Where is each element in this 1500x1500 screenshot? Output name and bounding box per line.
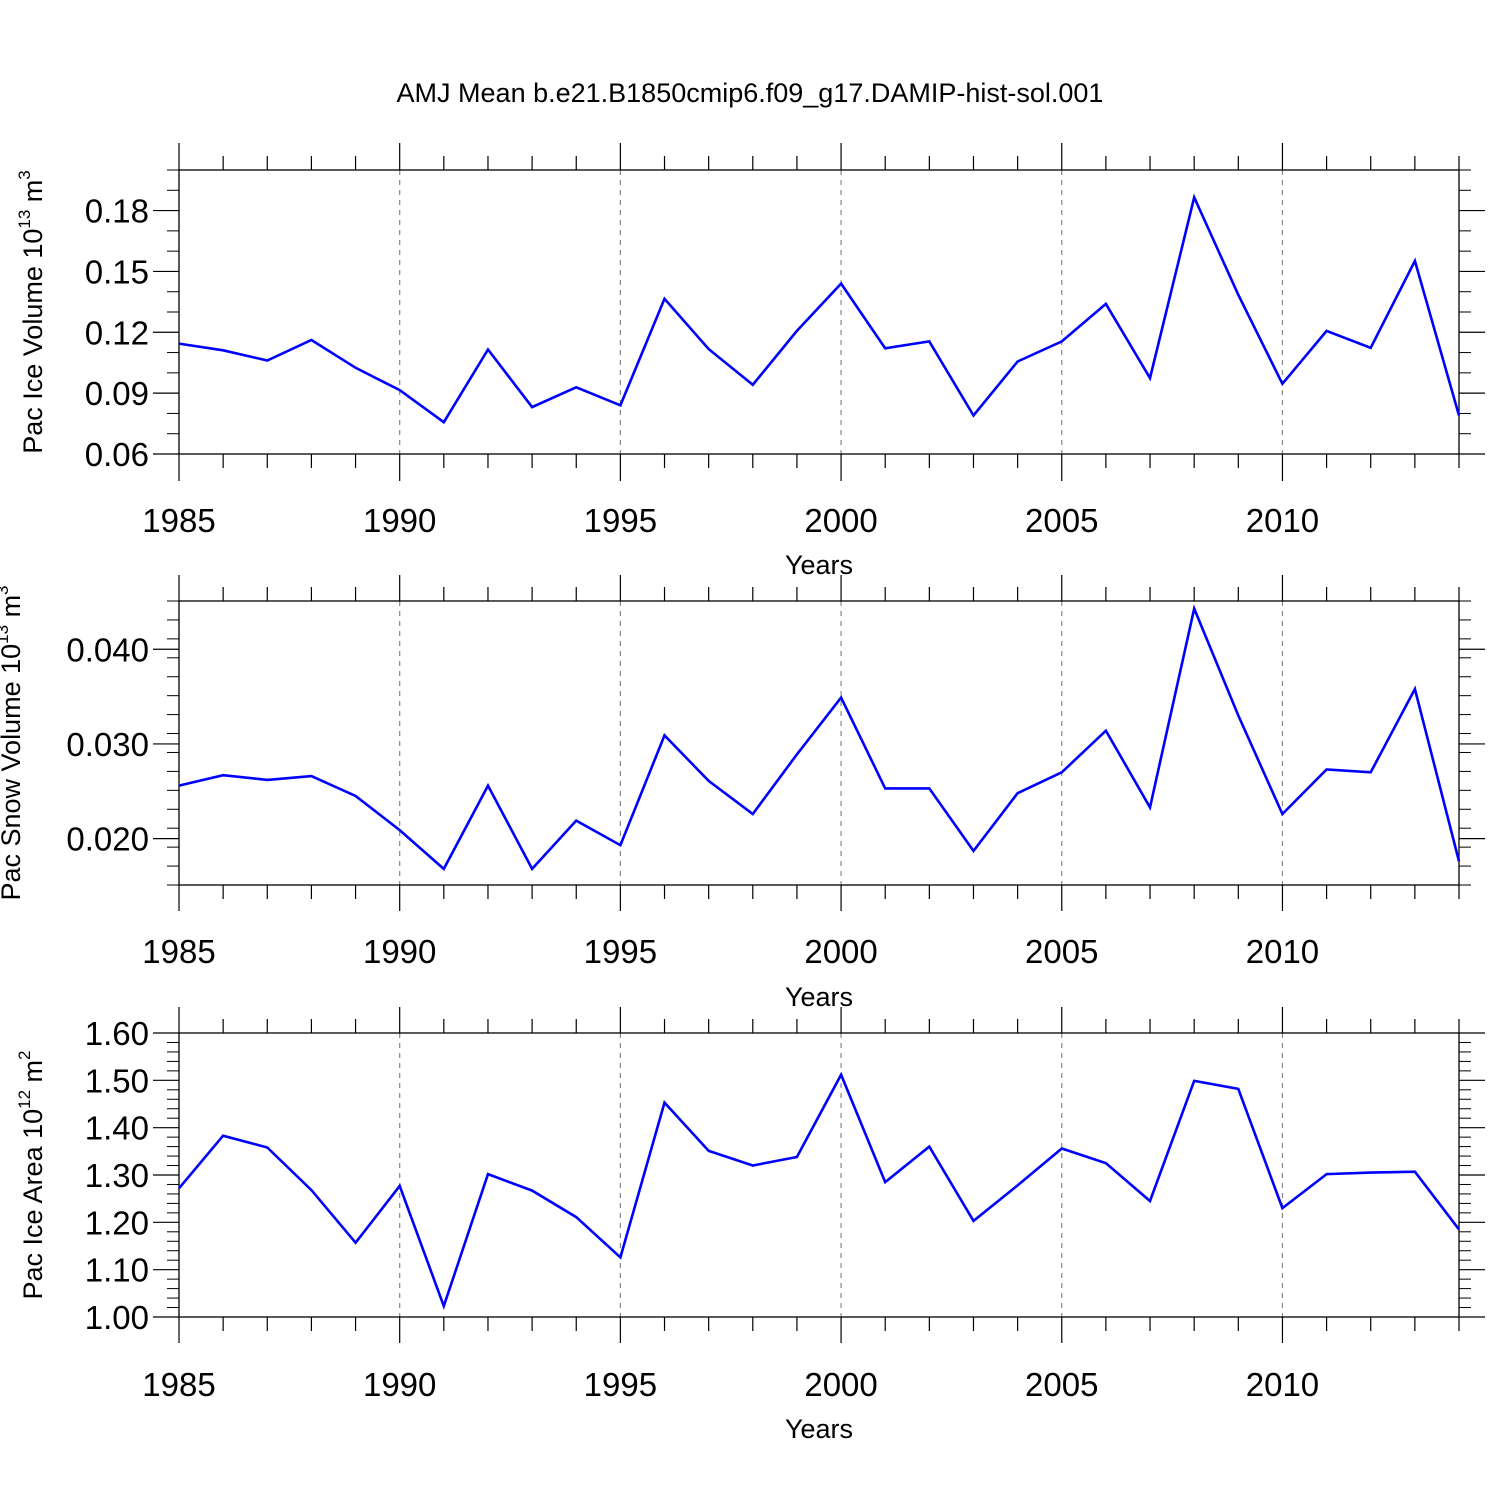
chart-panel-3: 1985 1990 1995 2000 2005 2010 Years 1.00 1.10 1.2… <box>15 1007 1485 1444</box>
x-tick-label: 1985 <box>142 933 215 970</box>
y-tick-label: 1.20 <box>85 1204 149 1241</box>
x-tick-label: 2000 <box>804 933 877 970</box>
series-line <box>178 193 1461 425</box>
x-axis-label: Years <box>785 550 853 580</box>
x-tick-label: 1990 <box>363 933 436 970</box>
y-tick-label: 1.40 <box>85 1110 149 1147</box>
x-tick-label: 2010 <box>1246 502 1319 539</box>
plot-frame <box>178 600 1460 886</box>
chart-panel-2: 1985 1990 1995 2000 2005 2010 Years 0.020 0.030 0… <box>0 575 1485 1012</box>
x-tick-label: 1990 <box>363 1366 436 1403</box>
x-tick-label: 2005 <box>1025 1366 1098 1403</box>
plot-frame <box>178 169 1460 455</box>
x-tick-label: 2000 <box>804 502 877 539</box>
y-axis-label: Pac Snow Volume 1013 m3 <box>0 585 26 900</box>
x-tick-label: 1985 <box>142 1366 215 1403</box>
x-tick-label: 2010 <box>1246 933 1319 970</box>
chart-panel-1: 1985 1990 1995 2000 2005 2010 Years 0.06 0.09 0.1… <box>15 143 1485 580</box>
y-tick-label: 0.030 <box>66 726 149 763</box>
y-tick-label: 1.30 <box>85 1157 149 1194</box>
y-axis-label: Pac Ice Volume 1013 m3 <box>15 170 48 454</box>
y-tick-label: 0.020 <box>66 821 149 858</box>
x-tick-label: 2005 <box>1025 933 1098 970</box>
series-line <box>178 1071 1461 1311</box>
x-tick-label: 1995 <box>584 1366 657 1403</box>
series-line <box>178 604 1461 872</box>
x-tick-label: 2005 <box>1025 502 1098 539</box>
x-tick-label: 2000 <box>804 1366 877 1403</box>
y-tick-label: 0.12 <box>85 314 149 351</box>
y-tick-label: 0.06 <box>85 436 149 473</box>
x-axis-label: Years <box>785 982 853 1012</box>
y-tick-label: 0.18 <box>85 193 149 230</box>
x-tick-label: 1985 <box>142 502 215 539</box>
x-axis-label: Years <box>785 1414 853 1444</box>
x-tick-label: 1990 <box>363 502 436 539</box>
y-axis-label: Pac Ice Area 1012 m2 <box>15 1050 48 1299</box>
figure-title: AMJ Mean b.e21.B1850cmip6.f09_g17.DAMIP-… <box>396 78 1104 108</box>
x-tick-label: 1995 <box>584 933 657 970</box>
x-tick-label: 1995 <box>584 502 657 539</box>
y-tick-label: 0.15 <box>85 253 149 290</box>
y-tick-label: 1.60 <box>85 1015 149 1052</box>
plot-frame <box>178 1032 1460 1318</box>
x-tick-label: 2010 <box>1246 1366 1319 1403</box>
y-tick-label: 1.50 <box>85 1062 149 1099</box>
y-tick-label: 1.10 <box>85 1252 149 1289</box>
y-tick-label: 0.09 <box>85 375 149 412</box>
y-tick-label: 1.00 <box>85 1299 149 1336</box>
y-tick-label: 0.040 <box>66 631 149 668</box>
